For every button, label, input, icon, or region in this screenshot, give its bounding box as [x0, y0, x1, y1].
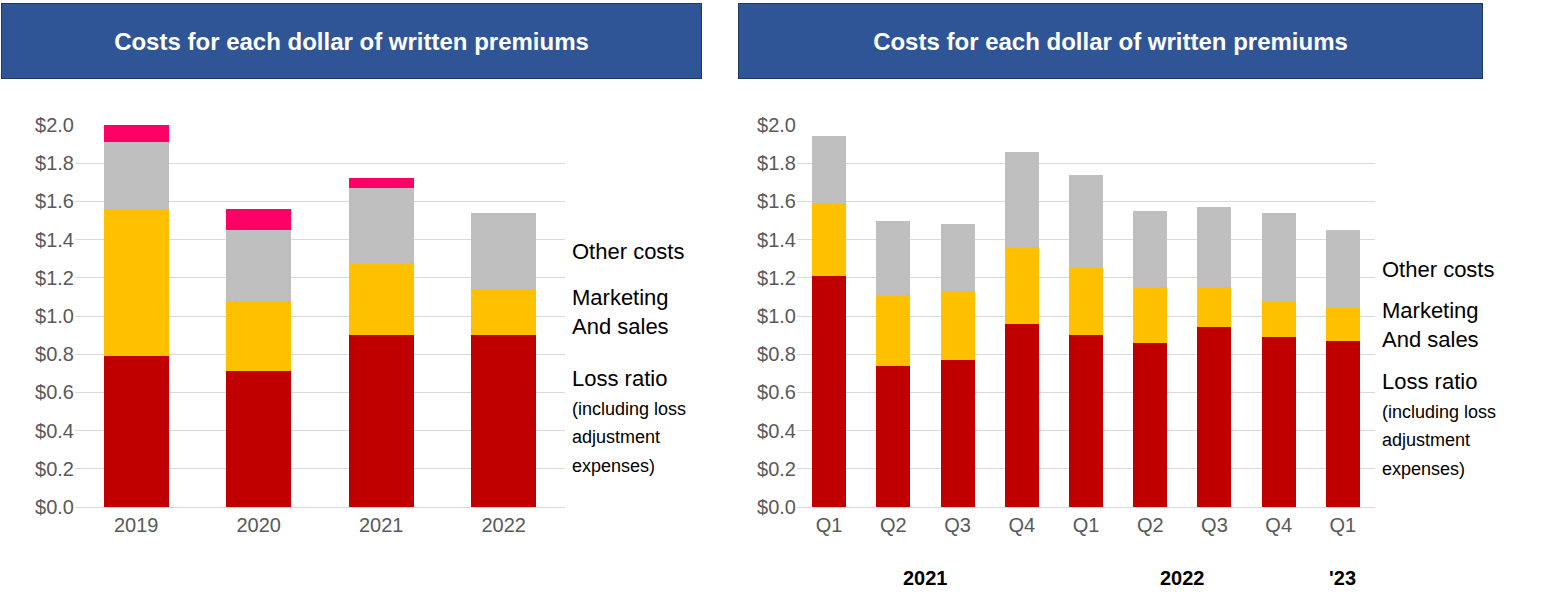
svg-text:2021: 2021 [359, 514, 404, 536]
svg-text:MarketingAnd sales: MarketingAnd sales [1382, 298, 1479, 352]
svg-text:Q4: Q4 [1265, 514, 1292, 536]
svg-text:$1.2: $1.2 [35, 267, 74, 289]
svg-text:$1.4: $1.4 [35, 229, 74, 251]
svg-text:$0.4: $0.4 [757, 420, 796, 442]
svg-text:MarketingAnd sales: MarketingAnd sales [572, 285, 669, 339]
svg-text:$2.0: $2.0 [757, 114, 796, 136]
svg-text:$1.0: $1.0 [757, 305, 796, 327]
svg-text:$1.6: $1.6 [35, 190, 74, 212]
svg-text:$1.8: $1.8 [757, 152, 796, 174]
svg-text:$0.8: $0.8 [35, 343, 74, 365]
svg-text:$1.0: $1.0 [35, 305, 74, 327]
svg-text:$1.4: $1.4 [757, 229, 796, 251]
svg-text:$1.8: $1.8 [35, 152, 74, 174]
svg-text:$0.8: $0.8 [757, 343, 796, 365]
svg-text:Q3: Q3 [944, 514, 971, 536]
svg-text:Q3: Q3 [1201, 514, 1228, 536]
svg-text:2020: 2020 [237, 514, 282, 536]
svg-text:Other costs: Other costs [1382, 257, 1494, 282]
svg-text:2021: 2021 [903, 567, 948, 589]
svg-text:Q2: Q2 [880, 514, 907, 536]
svg-text:Q1: Q1 [816, 514, 843, 536]
svg-text:2022: 2022 [1160, 567, 1205, 589]
svg-text:Costs for each dollar of writt: Costs for each dollar of written premium… [114, 28, 589, 55]
svg-text:Q4: Q4 [1008, 514, 1035, 536]
svg-text:Q1: Q1 [1330, 514, 1357, 536]
svg-text:Other costs: Other costs [572, 239, 684, 264]
svg-text:Q2: Q2 [1137, 514, 1164, 536]
svg-text:$0.6: $0.6 [35, 381, 74, 403]
svg-text:$2.0: $2.0 [35, 114, 74, 136]
svg-text:$1.6: $1.6 [757, 190, 796, 212]
svg-text:$0.0: $0.0 [35, 496, 74, 518]
svg-text:$0.4: $0.4 [35, 420, 74, 442]
svg-text:$0.6: $0.6 [757, 381, 796, 403]
svg-text:Costs for each dollar of writt: Costs for each dollar of written premium… [873, 28, 1348, 55]
svg-text:Loss ratio(including lossadjus: Loss ratio(including lossadjustmentexpen… [1382, 369, 1496, 479]
svg-text:$0.2: $0.2 [35, 458, 74, 480]
svg-text:$0.2: $0.2 [757, 458, 796, 480]
svg-text:'23: '23 [1329, 567, 1356, 589]
svg-text:$0.0: $0.0 [757, 496, 796, 518]
svg-text:2022: 2022 [482, 514, 527, 536]
svg-text:Q1: Q1 [1073, 514, 1100, 536]
svg-text:Loss ratio(including lossadjus: Loss ratio(including lossadjustmentexpen… [572, 366, 686, 476]
svg-text:2019: 2019 [114, 514, 159, 536]
svg-text:$1.2: $1.2 [757, 267, 796, 289]
